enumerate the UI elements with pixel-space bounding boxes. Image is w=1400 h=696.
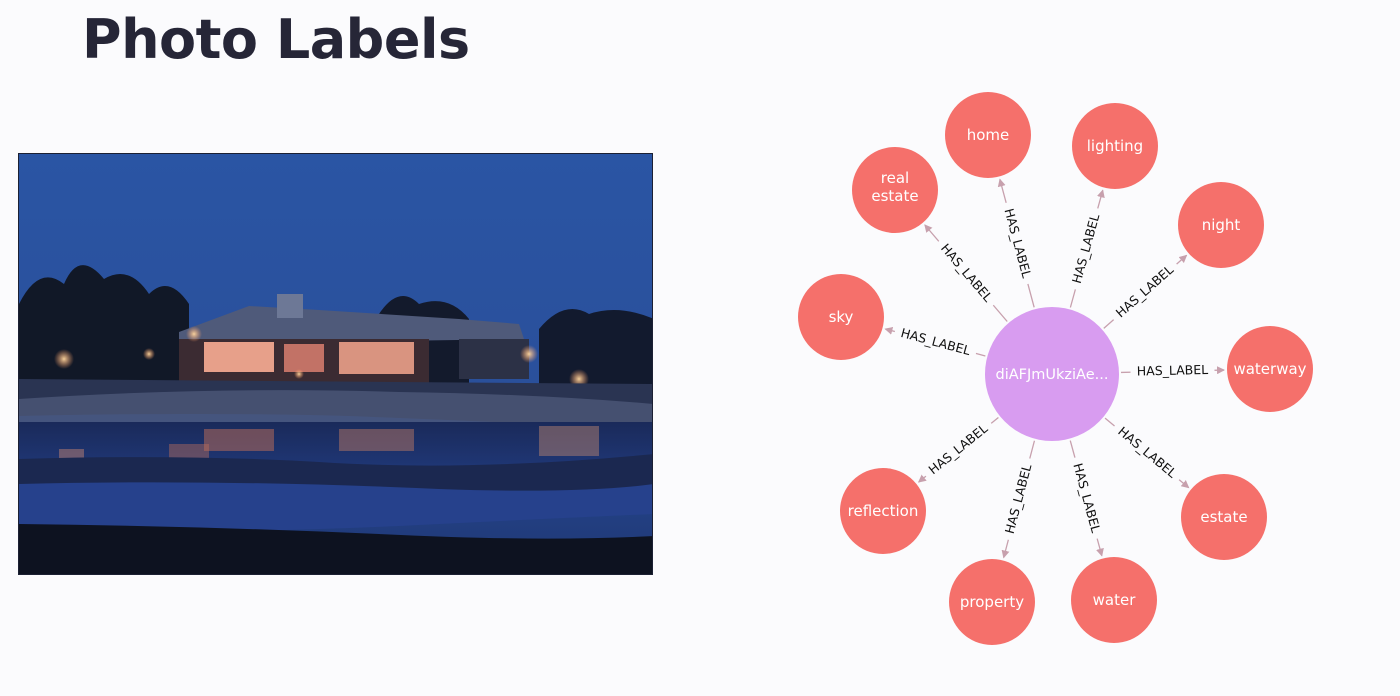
edge-label-background bbox=[1108, 258, 1182, 326]
edge-label-sky: HAS_LABEL bbox=[899, 325, 972, 358]
edge-label-background bbox=[1109, 419, 1185, 486]
label-node-circle[interactable] bbox=[840, 468, 926, 554]
label-node-text: water bbox=[1093, 591, 1137, 609]
label-node-estate[interactable]: estate bbox=[1181, 474, 1267, 560]
edge-label-background bbox=[998, 200, 1036, 287]
label-graph: HAS_LABEL HAS_LABEL HAS_LABEL HAS_LABEL HAS_… bbox=[780, 80, 1340, 650]
label-node-circle[interactable] bbox=[1071, 557, 1157, 643]
labeled-photo bbox=[18, 153, 653, 575]
label-node-circle[interactable] bbox=[798, 274, 884, 360]
edge-label-background bbox=[892, 323, 979, 362]
label-node-reflection[interactable]: reflection bbox=[840, 468, 926, 554]
edge-label-waterway: HAS_LABEL bbox=[1137, 362, 1209, 379]
label-node-text: estate bbox=[1200, 508, 1247, 526]
label-node-circle[interactable] bbox=[1178, 182, 1264, 268]
edge-label-real-estate: HAS_LABEL bbox=[938, 241, 996, 305]
label-node-text: property bbox=[960, 593, 1024, 611]
label-node-text: night bbox=[1202, 216, 1241, 234]
edge-label-background bbox=[1067, 455, 1105, 541]
label-node-waterway[interactable]: waterway bbox=[1227, 326, 1313, 412]
edge-label-estate: HAS_LABEL bbox=[1115, 424, 1180, 481]
label-node-water[interactable]: water bbox=[1071, 557, 1157, 643]
label-node-circle[interactable] bbox=[1227, 326, 1313, 412]
edge-label-night: HAS_LABEL bbox=[1113, 262, 1176, 320]
edge-label-lighting: HAS_LABEL bbox=[1069, 212, 1102, 285]
edge-label-background bbox=[932, 236, 1000, 311]
label-node-text: home bbox=[967, 126, 1010, 144]
label-node-circle[interactable] bbox=[945, 92, 1031, 178]
label-node-circle[interactable] bbox=[852, 147, 938, 233]
edge-label-background bbox=[920, 417, 997, 483]
label-node-night[interactable]: night bbox=[1178, 182, 1264, 268]
photo-node[interactable]: diAFJmUkziAe... bbox=[985, 307, 1119, 441]
label-node-text: real estate bbox=[871, 169, 918, 205]
label-node-circle[interactable] bbox=[1181, 474, 1267, 560]
edge-label-background bbox=[1130, 362, 1215, 381]
label-node-circle[interactable] bbox=[1072, 103, 1158, 189]
label-node-text: sky bbox=[829, 308, 854, 326]
nodes-layer: home lighting real estate night sky waterway re… bbox=[798, 92, 1313, 645]
edge-label-background bbox=[1000, 456, 1038, 542]
photo-node-circle[interactable] bbox=[985, 307, 1119, 441]
label-node-text: reflection bbox=[848, 502, 919, 520]
edge-label-property: HAS_LABEL bbox=[1002, 462, 1035, 535]
label-node-text: lighting bbox=[1087, 137, 1143, 155]
photo-node-label: diAFJmUkziAe... bbox=[996, 367, 1109, 383]
label-node-text: waterway bbox=[1233, 360, 1306, 378]
label-node-home[interactable]: home bbox=[945, 92, 1031, 178]
label-node-property[interactable]: property bbox=[949, 559, 1035, 645]
label-node-sky[interactable]: sky bbox=[798, 274, 884, 360]
page-title: Photo Labels bbox=[82, 8, 470, 71]
label-node-circle[interactable] bbox=[949, 559, 1035, 645]
edge-label-water: HAS_LABEL bbox=[1070, 461, 1103, 534]
label-node-real-estate[interactable]: real estate bbox=[852, 147, 938, 233]
label-node-lighting[interactable]: lighting bbox=[1072, 103, 1158, 189]
edge-label-reflection: HAS_LABEL bbox=[925, 421, 990, 478]
edge-label-home: HAS_LABEL bbox=[1002, 207, 1035, 280]
edge-label-background bbox=[1067, 206, 1106, 292]
